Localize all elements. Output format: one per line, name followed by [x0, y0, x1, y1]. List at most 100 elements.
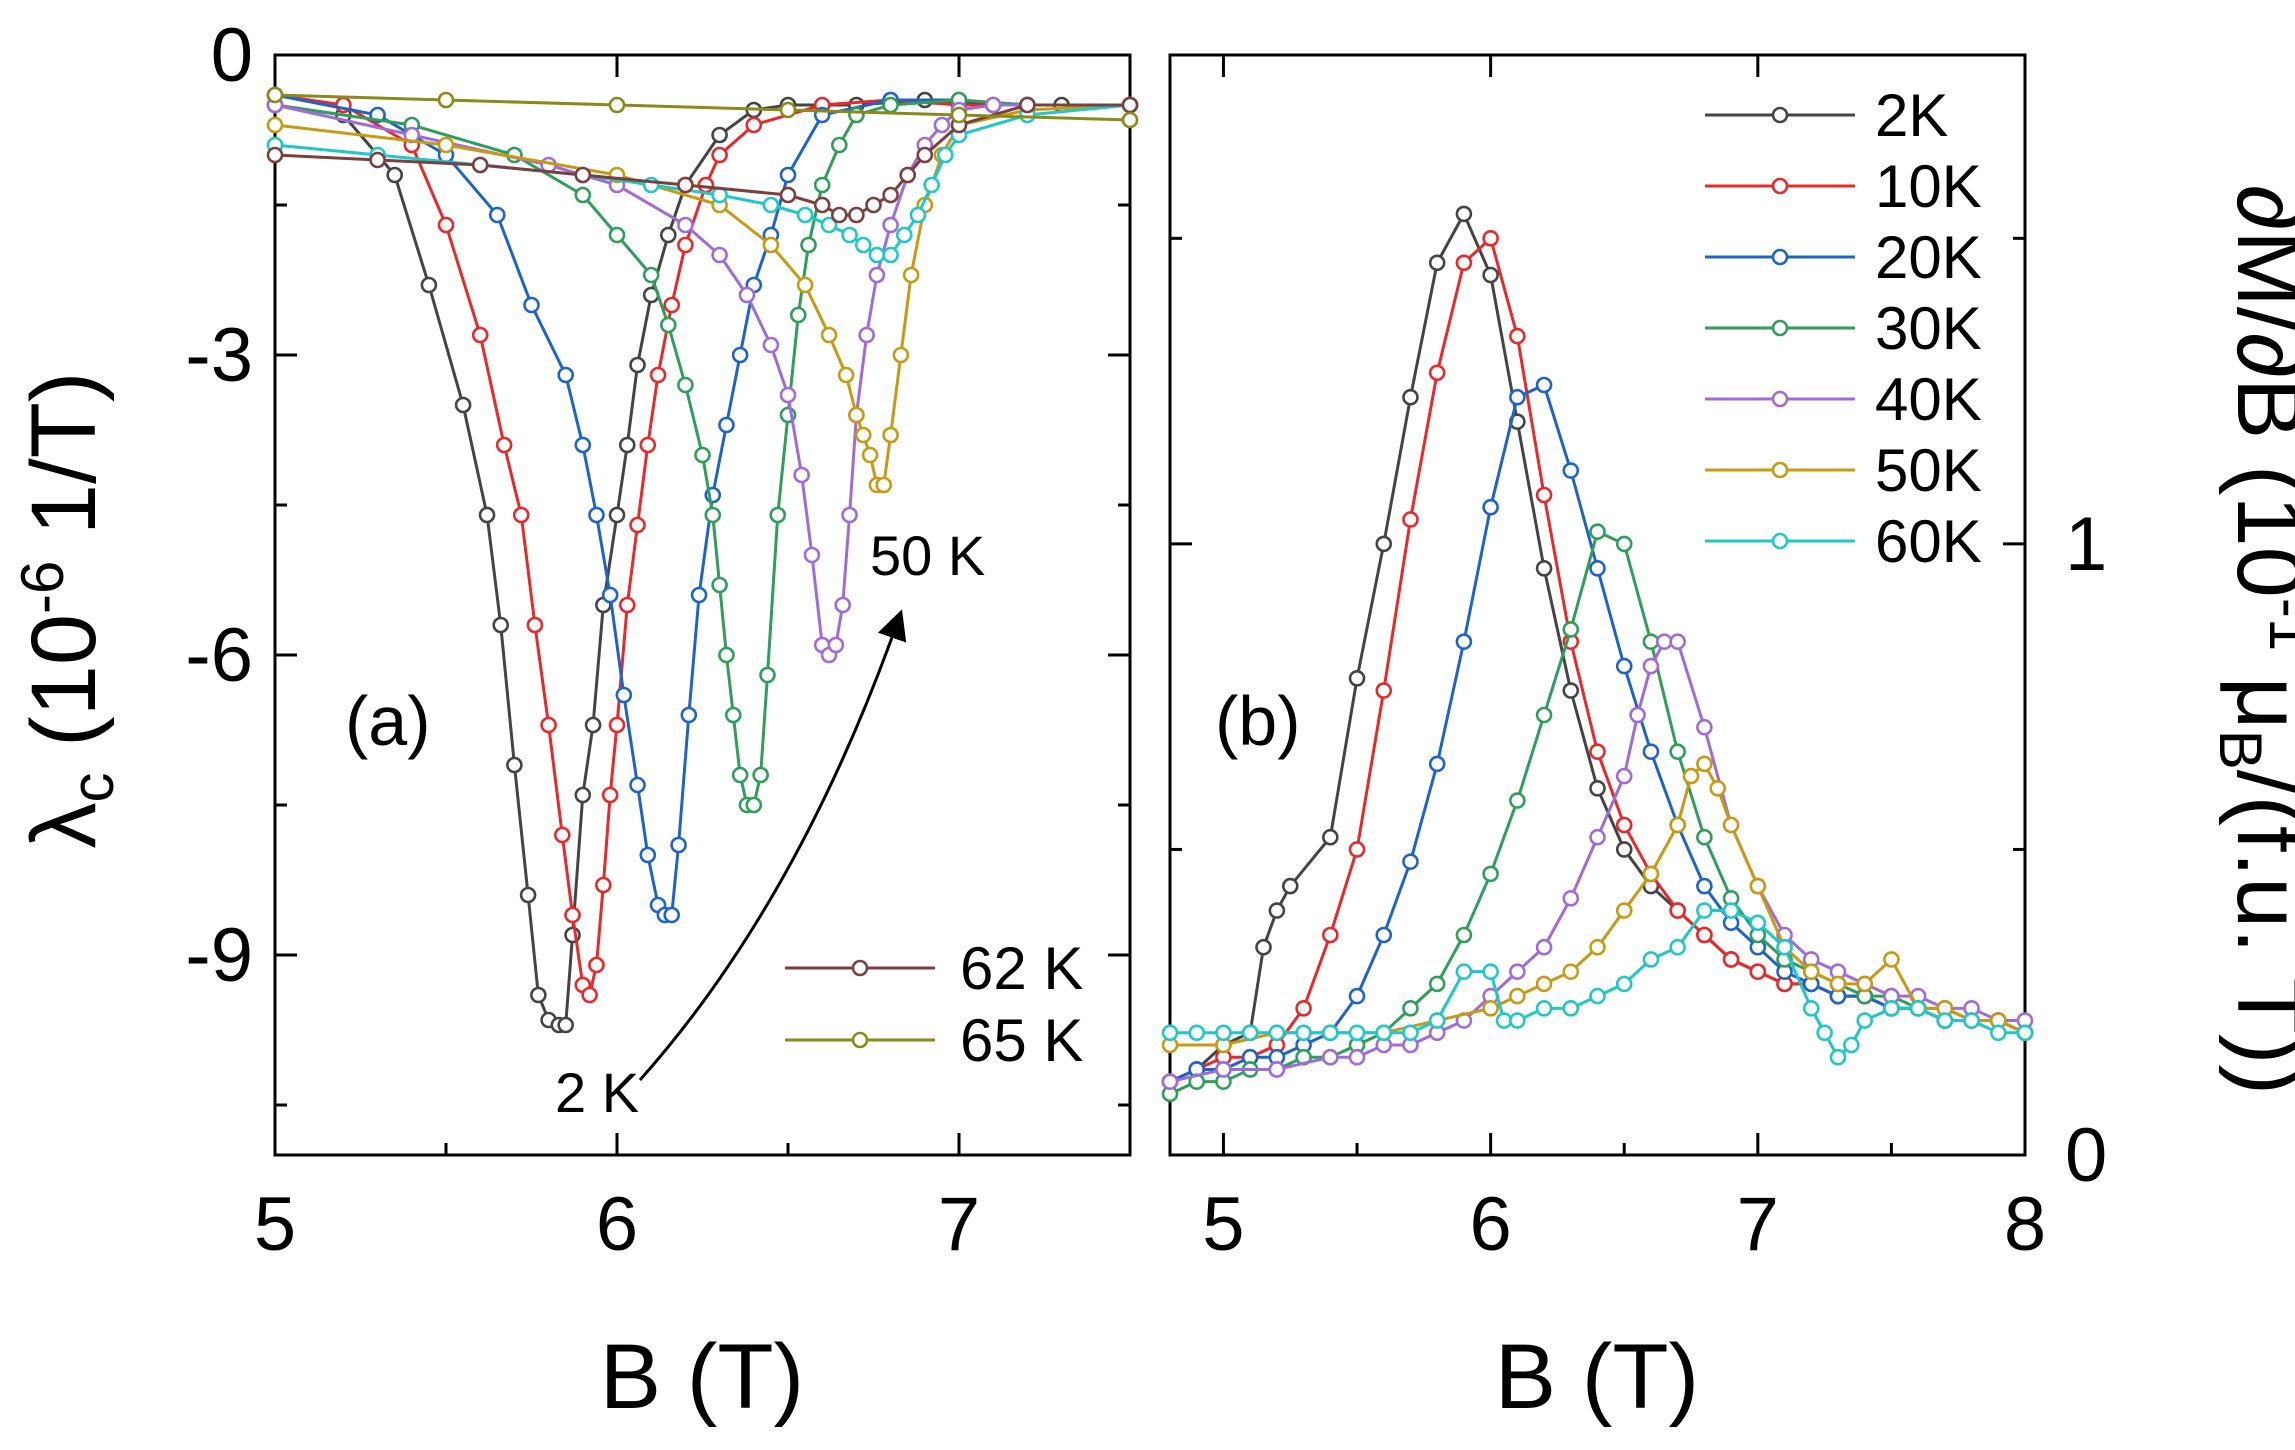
data-point	[854, 426, 872, 444]
data-point	[861, 446, 879, 464]
legend-swatch-marker	[1771, 248, 1789, 266]
panel-a-ylabel: λc (10-6 1/T)	[9, 371, 126, 848]
ylabel-b-exp: -1	[2257, 598, 2295, 651]
data-point	[882, 426, 899, 444]
data-point	[663, 296, 681, 314]
data-point	[1509, 1012, 1526, 1029]
data-point	[724, 706, 742, 724]
legend-item: 10K	[1705, 153, 1982, 220]
data-point	[574, 436, 592, 454]
data-point	[1402, 388, 1419, 406]
data-point	[1669, 938, 1686, 956]
data-point	[1215, 1024, 1232, 1042]
data-point	[1268, 902, 1286, 919]
data-point	[1348, 841, 1366, 858]
legend-label: 2K	[1875, 82, 1948, 149]
data-point	[1816, 1024, 1833, 1042]
data-point	[1562, 963, 1580, 980]
ylabel-a-unit: (10	[13, 614, 115, 773]
data-point	[1535, 1000, 1553, 1017]
data-point	[1829, 975, 1847, 993]
data-point	[745, 796, 763, 814]
data-point	[1455, 633, 1473, 650]
x-tick-label: 5	[254, 1182, 296, 1267]
data-point	[1455, 963, 1473, 980]
data-point	[779, 166, 797, 184]
data-point	[574, 786, 592, 804]
panel-b-series	[1161, 205, 2034, 1103]
data-point	[1615, 975, 1633, 993]
data-point	[608, 716, 626, 734]
data-point	[1495, 1012, 1513, 1029]
panel-b-ticks: 5 6 7 80 1	[1170, 55, 2107, 1267]
data-point	[909, 206, 927, 224]
data-point	[745, 116, 763, 134]
data-point	[1509, 388, 1526, 406]
data-point	[1696, 926, 1713, 944]
data-point	[1535, 706, 1553, 724]
data-point	[618, 596, 636, 614]
panel-b-xlabel: B (T)	[1495, 1326, 1699, 1428]
data-point	[902, 266, 920, 284]
data-point	[1589, 743, 1606, 760]
data-point	[1375, 1024, 1393, 1042]
data-point	[882, 96, 899, 114]
data-point	[718, 416, 735, 434]
data-point	[618, 436, 636, 454]
legend-item: 40K	[1705, 366, 1982, 433]
data-point	[731, 346, 749, 364]
data-point	[677, 176, 694, 194]
data-point	[1856, 975, 1873, 993]
data-point	[1161, 1024, 1179, 1042]
y-tick-label: 0	[2065, 1113, 2107, 1198]
data-point	[1428, 364, 1446, 382]
data-point	[642, 266, 660, 284]
data-point	[519, 886, 537, 904]
data-point	[1482, 498, 1499, 516]
data-point	[1268, 1024, 1286, 1042]
data-point	[1375, 926, 1393, 944]
data-point	[793, 466, 810, 484]
ylabel-a-sub: c	[59, 773, 126, 803]
data-point	[882, 216, 899, 234]
data-point	[779, 186, 797, 204]
data-point	[1402, 1024, 1419, 1042]
data-point	[731, 766, 749, 784]
data-point	[1936, 1012, 1954, 1029]
data-point	[1909, 1000, 1927, 1017]
data-point	[875, 476, 893, 494]
data-point	[557, 366, 575, 384]
data-point	[1615, 767, 1633, 785]
data-point	[584, 716, 602, 734]
data-point	[813, 176, 831, 194]
data-point	[601, 786, 619, 804]
data-point	[1669, 816, 1686, 834]
x-tick-label: 8	[2004, 1182, 2046, 1267]
data-point	[1402, 853, 1419, 870]
data-point	[437, 136, 455, 154]
ylabel-b-sub: B	[2207, 730, 2274, 770]
data-point	[1722, 816, 1740, 834]
data-point	[564, 906, 581, 924]
data-point	[1589, 828, 1606, 846]
data-point	[841, 506, 858, 524]
data-point	[1188, 1024, 1206, 1042]
data-point	[1428, 755, 1446, 773]
data-point	[796, 276, 814, 294]
data-point	[834, 596, 852, 614]
series-10k	[266, 86, 1139, 1004]
data-point	[608, 96, 626, 114]
data-point	[1509, 792, 1526, 809]
data-point	[1482, 266, 1499, 284]
data-point	[663, 906, 681, 924]
panel-b-frame	[1168, 53, 2027, 1157]
data-point	[1322, 1024, 1339, 1042]
data-point	[1642, 865, 1660, 883]
data-point	[899, 166, 917, 184]
data-point	[1535, 938, 1553, 956]
data-point	[523, 296, 540, 314]
data-point	[1482, 865, 1499, 883]
data-point	[697, 176, 715, 194]
data-point	[1482, 230, 1499, 247]
data-point	[615, 686, 633, 704]
